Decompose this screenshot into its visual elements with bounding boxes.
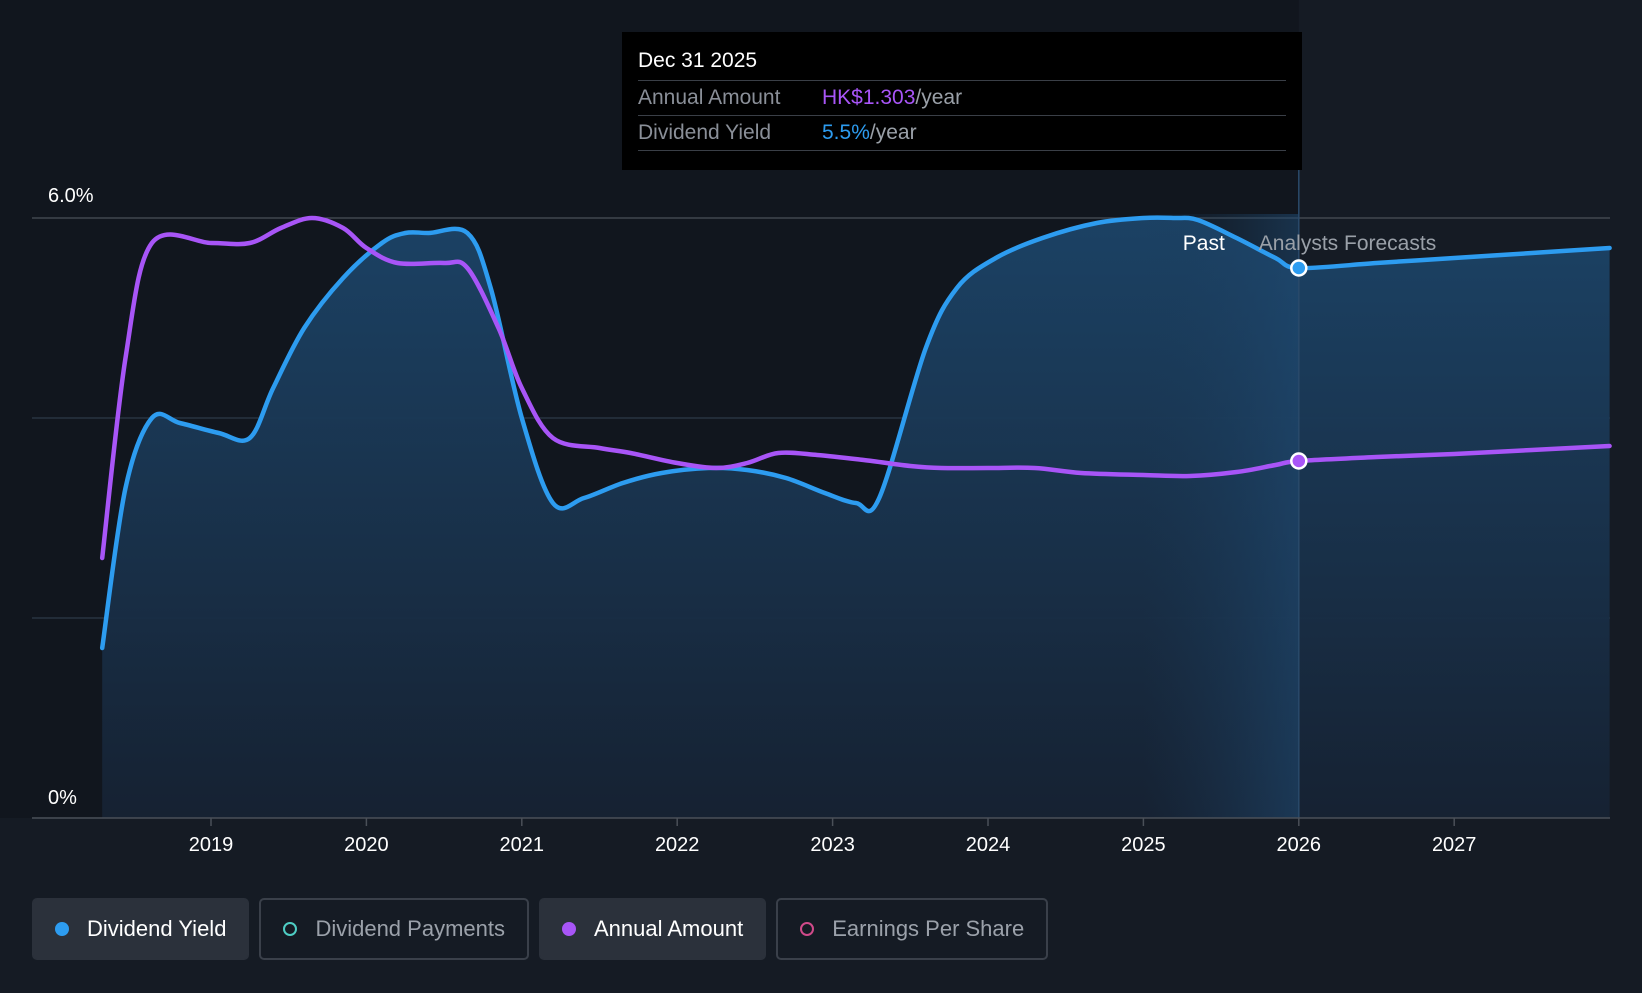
tooltip-label: Dividend Yield bbox=[638, 121, 772, 144]
legend-label: Annual Amount bbox=[593, 916, 744, 941]
legend-ring-icon bbox=[283, 922, 298, 936]
x-tick-label: 2027 bbox=[1432, 834, 1477, 856]
annual-amount-line bbox=[99, 215, 1612, 561]
legend-label: Earnings Per Share bbox=[832, 916, 1025, 941]
x-tick-label: 2020 bbox=[344, 834, 389, 856]
legend-dot-icon bbox=[55, 922, 69, 936]
x-tick-label: 2023 bbox=[810, 834, 855, 856]
y-tick-label: 6.0% bbox=[48, 185, 94, 207]
x-tick-label: 2021 bbox=[500, 834, 545, 856]
chart-legend: Dividend Yield Dividend Payments Annual … bbox=[32, 898, 1049, 960]
tooltip-date: Dec 31 2025 bbox=[638, 46, 1286, 81]
x-tick-label: 2026 bbox=[1277, 834, 1322, 856]
forecast-label: Analysts Forecasts bbox=[1259, 232, 1436, 255]
legend-dividend-yield[interactable]: Dividend Yield bbox=[32, 898, 250, 960]
tooltip-unit: /year bbox=[869, 121, 917, 144]
tooltip-label: Annual Amount bbox=[638, 86, 781, 109]
hover-band bbox=[1143, 214, 1299, 818]
tooltip-row-annual-amount: Annual Amount HK$1.303/year bbox=[638, 81, 1286, 116]
legend-annual-amount[interactable]: Annual Amount bbox=[538, 898, 767, 960]
x-tick-label: 2019 bbox=[189, 834, 234, 856]
x-tick-label: 2022 bbox=[655, 834, 700, 856]
past-label: Past bbox=[1183, 232, 1225, 255]
legend-dividend-payments[interactable]: Dividend Payments bbox=[259, 898, 529, 960]
dividend-yield-highlight-point bbox=[1290, 259, 1308, 277]
hover-tooltip: Dec 31 2025 Annual Amount HK$1.303/year … bbox=[622, 32, 1302, 170]
tooltip-row-dividend-yield: Dividend Yield 5.5%/year bbox=[638, 116, 1286, 151]
legend-earnings-per-share[interactable]: Earnings Per Share bbox=[776, 898, 1049, 960]
legend-label: Dividend Payments bbox=[315, 916, 505, 941]
legend-dot-icon bbox=[561, 922, 576, 936]
tooltip-value: HK$1.303 bbox=[822, 86, 916, 109]
y-tick-label: 0% bbox=[48, 787, 77, 809]
tooltip-value: 5.5% bbox=[822, 121, 870, 144]
annual-amount-highlight-point bbox=[1290, 452, 1308, 470]
legend-ring-icon bbox=[800, 922, 815, 936]
legend-label: Dividend Yield bbox=[87, 916, 227, 941]
tooltip-unit: /year bbox=[915, 86, 963, 109]
x-tick-label: 2025 bbox=[1121, 834, 1166, 856]
x-tick-label: 2024 bbox=[966, 834, 1011, 856]
